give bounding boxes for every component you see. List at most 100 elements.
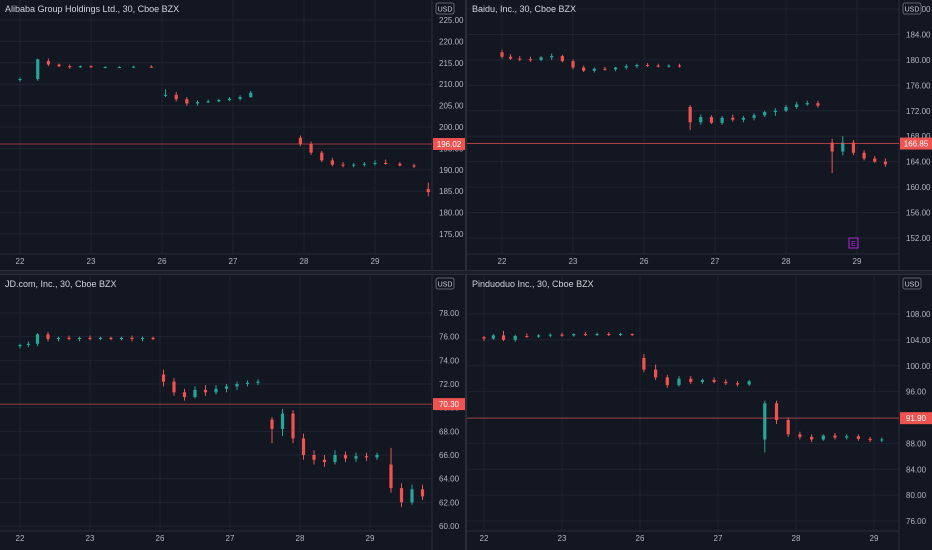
x-tick-label: 29 [371, 257, 380, 266]
symbol-title[interactable]: Pinduoduo Inc., 30, Cboe BZX [472, 279, 594, 289]
x-tick-label: 23 [86, 534, 95, 543]
earnings-badge[interactable]: E [848, 237, 859, 249]
symbol-title[interactable]: Baidu, Inc., 30, Cboe BZX [472, 4, 577, 14]
candle [161, 369, 166, 387]
candle [227, 97, 232, 102]
candle-body [528, 59, 532, 61]
chart-canvas[interactable]: 225.00220.00215.00210.00205.00200.00195.… [0, 0, 465, 270]
candle-body [482, 337, 486, 339]
y-tick-label: 96.00 [906, 388, 927, 397]
candle [193, 386, 197, 399]
candle [677, 376, 681, 387]
currency-label[interactable]: USD [435, 2, 455, 15]
candle [618, 332, 623, 336]
candle-body [699, 117, 703, 123]
candle-body [161, 374, 166, 382]
candle [795, 101, 799, 109]
chart-pane-2[interactable]: 188.00184.00180.00176.00172.00168.00164.… [467, 0, 932, 270]
candle [821, 434, 825, 441]
currency-label[interactable]: USD [435, 277, 455, 290]
candle [172, 378, 176, 396]
chart-canvas[interactable]: 78.0076.0074.0072.0070.0068.0066.0064.00… [0, 275, 465, 550]
candle [873, 155, 877, 163]
currency-label[interactable]: USD [902, 2, 922, 15]
chart-canvas[interactable]: 188.00184.00180.00176.00172.00168.00164.… [467, 0, 932, 270]
y-tick-label: 88.00 [906, 439, 927, 448]
candle-body [786, 420, 790, 435]
candle-body [880, 439, 884, 441]
grid [0, 275, 432, 531]
candle-body [667, 65, 671, 67]
pane-divider-horizontal[interactable] [0, 270, 932, 275]
x-tick-label: 22 [16, 534, 25, 543]
chart-pane-1[interactable]: 225.00220.00215.00210.00205.00200.00195.… [0, 0, 465, 270]
candle [805, 100, 809, 106]
x-tick-label: 26 [158, 257, 167, 266]
candle-body [618, 334, 623, 336]
candle [798, 431, 802, 440]
candles [500, 49, 887, 174]
candle [206, 99, 210, 104]
pane-divider-vertical[interactable] [465, 0, 467, 550]
candle [412, 163, 416, 169]
y-tick-label: 76.00 [439, 333, 460, 342]
y-tick-label: 84.00 [906, 465, 927, 474]
currency-label[interactable]: USD [902, 277, 922, 290]
x-tick-label: 22 [480, 534, 489, 543]
candle [410, 484, 414, 505]
candle-body [592, 68, 596, 71]
candle-body [343, 455, 348, 459]
candles [18, 331, 425, 508]
candle [592, 67, 596, 73]
candle [500, 49, 504, 59]
candle [883, 158, 887, 167]
candle [752, 113, 756, 121]
chart-pane-3[interactable]: 78.0076.0074.0072.0070.0068.0066.0064.00… [0, 275, 465, 550]
candle-body [883, 161, 887, 165]
candle [117, 66, 121, 69]
candle-body [309, 144, 313, 153]
x-tick-label: 29 [853, 257, 862, 266]
candle-body [816, 103, 820, 106]
chart-canvas[interactable]: 108.00104.00100.0096.0092.0088.0084.0080… [467, 275, 932, 550]
candle [88, 335, 92, 341]
candle [595, 332, 599, 336]
candle-body [747, 381, 751, 385]
candle-body [582, 67, 586, 71]
symbol-title[interactable]: JD.com, Inc., 30, Cboe BZX [5, 279, 117, 289]
candle-body [36, 59, 40, 80]
candle-body [862, 152, 866, 159]
candle-body [18, 79, 22, 81]
candle-body [67, 337, 71, 340]
last-price-text: 166.85 [904, 140, 929, 149]
candle-body [805, 103, 809, 105]
symbol-title[interactable]: Alibaba Group Holdings Ltd., 30, Cboe BZ… [5, 4, 180, 14]
y-tick-label: 184.00 [906, 30, 931, 39]
candle-body [375, 455, 379, 458]
x-tick-label: 23 [87, 257, 96, 266]
last-price-badge: 91.90 [900, 412, 932, 425]
candle [389, 447, 393, 493]
candle [399, 483, 404, 508]
candle [151, 336, 155, 341]
y-tick-label: 108.00 [906, 310, 931, 319]
y-tick-label: 215.00 [439, 59, 464, 68]
candle-body [410, 489, 414, 503]
candle [614, 66, 618, 72]
candle [833, 433, 837, 440]
y-tick-label: 152.00 [906, 234, 931, 243]
y-tick-label: 64.00 [439, 475, 460, 484]
candle [845, 434, 849, 440]
candle-body [322, 459, 327, 463]
candle-body [508, 56, 513, 59]
candle [140, 336, 145, 342]
candle [667, 64, 671, 68]
candle [774, 400, 779, 424]
candle [856, 434, 860, 441]
last-price-text: 70.30 [439, 400, 460, 409]
candle [46, 58, 50, 67]
chart-pane-4[interactable]: 108.00104.00100.0096.0092.0088.0084.0080… [467, 275, 932, 550]
candle [491, 334, 495, 340]
candle-body [677, 65, 682, 67]
candle [712, 377, 716, 384]
